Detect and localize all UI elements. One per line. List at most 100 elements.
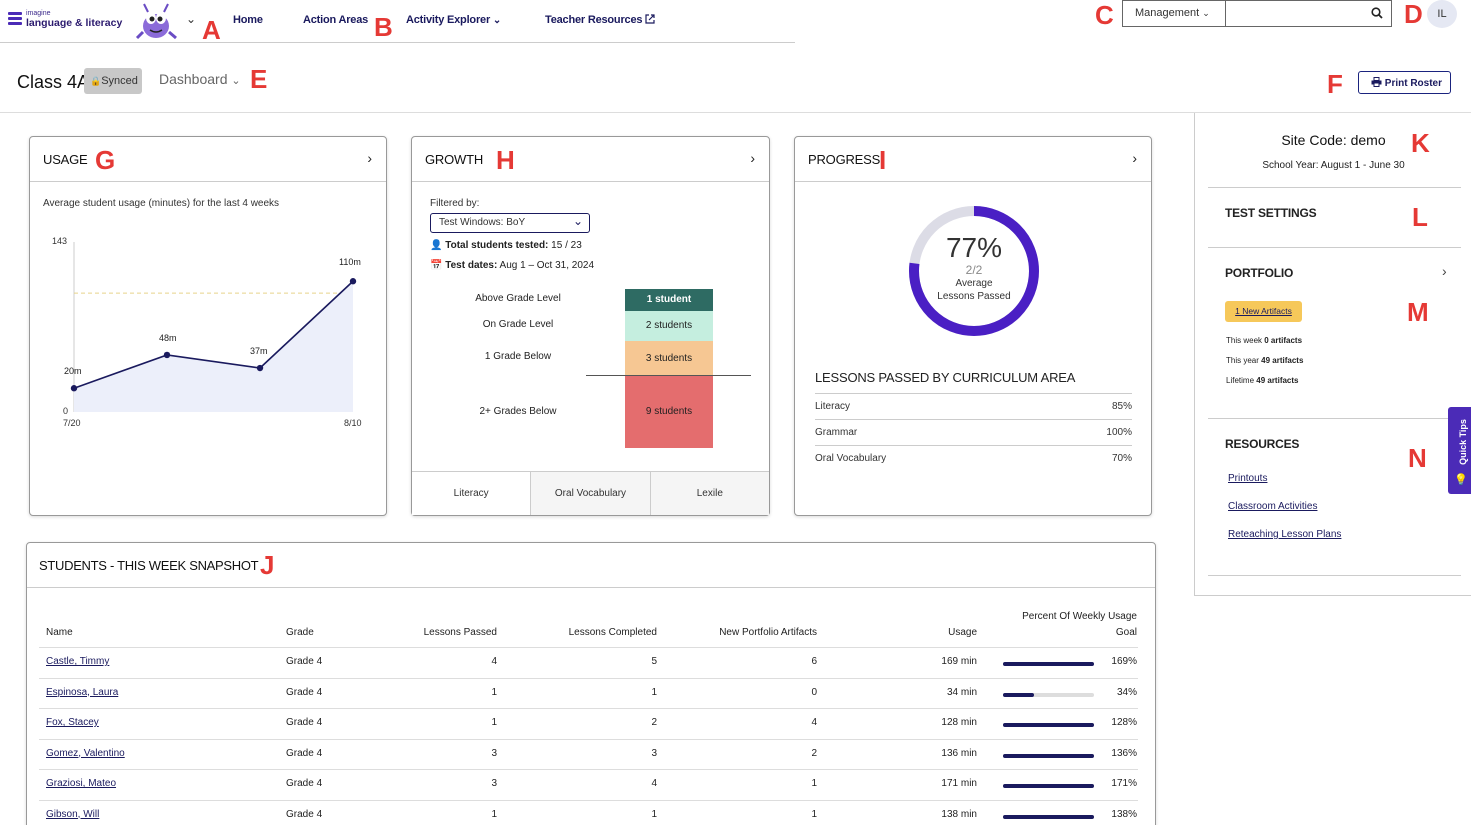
usage-point[interactable] <box>349 278 357 285</box>
grade-cell: Grade 4 <box>286 717 323 728</box>
mascot-icon <box>135 3 177 40</box>
nav-activity-explorer[interactable]: Activity Explorer ⌄ <box>406 14 501 26</box>
annotation-marker-b: B <box>374 12 393 42</box>
y-min-label: 0 <box>63 406 69 416</box>
new-artifacts-cell: 1 <box>811 808 817 820</box>
classroom-activities-link[interactable]: Classroom Activities <box>1228 501 1318 512</box>
print-roster-button[interactable]: Print Roster <box>1358 71 1451 94</box>
student-name-link[interactable]: Gomez, Valentino <box>46 747 125 759</box>
lessons-passed-cell: 1 <box>491 717 497 728</box>
calendar-icon: 📅 <box>430 260 443 271</box>
usage-goal-bar-fill <box>1003 753 1094 758</box>
logo-icon <box>8 12 22 26</box>
chevron-down-icon[interactable]: ⌄ <box>186 12 197 26</box>
student-name-link[interactable]: Graziosi, Mateo <box>46 778 117 789</box>
tab-oral-vocabulary[interactable]: Oral Vocabulary <box>530 472 650 515</box>
search-box[interactable] <box>1226 0 1392 27</box>
grade-level-bar[interactable]: 1 student <box>625 289 713 311</box>
view-dropdown[interactable]: Dashboard ⌄ <box>159 71 241 87</box>
external-link-icon <box>645 14 655 24</box>
usage-point[interactable] <box>256 364 264 372</box>
school-year: School Year: August 1 - June 30 <box>1262 160 1405 171</box>
chevron-down-icon: ⌄ <box>1202 8 1210 18</box>
annotation-marker-e: E <box>250 64 268 94</box>
nav-teacher-resources[interactable]: Teacher Resources <box>545 14 655 26</box>
lifetime-artifacts: Lifetime 49 artifacts <box>1226 376 1299 385</box>
annotation-marker-l: L <box>1412 202 1428 232</box>
annotation-marker-a: A <box>202 15 221 45</box>
reteaching-lesson-plans-link[interactable]: Reteaching Lesson Plans <box>1228 529 1342 540</box>
new-artifacts-cell: 2 <box>811 747 817 759</box>
printer-icon <box>1371 77 1382 87</box>
usage-point[interactable] <box>70 385 78 392</box>
test-window-select[interactable]: Test Windows: BoY ⌄ <box>430 213 590 233</box>
quick-tips-label: Quick Tips <box>1457 419 1468 465</box>
search-icon[interactable] <box>1371 7 1383 19</box>
student-name-link[interactable]: Gibson, Will <box>46 808 100 820</box>
usage-cell: 171 min <box>941 778 977 789</box>
student-name-link[interactable]: Castle, Timmy <box>46 656 110 667</box>
nav-action-areas[interactable]: Action Areas <box>303 14 369 26</box>
curriculum-value: 100% <box>1106 427 1132 438</box>
divider <box>1208 575 1461 576</box>
students-card: STUDENTS - THIS WEEK SNAPSHOT Name Grade… <box>26 542 1156 825</box>
progress-ring <box>909 206 1039 336</box>
print-roster-label: Print Roster <box>1384 78 1443 89</box>
grade-level-bar[interactable]: 2 students <box>625 311 713 341</box>
tab-literacy[interactable]: Literacy <box>412 472 531 515</box>
nav-home[interactable]: Home <box>233 14 263 26</box>
chevron-right-icon[interactable]: › <box>367 150 372 166</box>
usage-description: Average student usage (minutes) for the … <box>43 198 280 209</box>
student-name-link[interactable]: Fox, Stacey <box>46 717 99 728</box>
total-tested-value: 15 / 23 <box>551 240 582 251</box>
col-grade: Grade <box>286 627 314 638</box>
tab-lexile[interactable]: Lexile <box>649 472 769 515</box>
chevron-down-icon: ⌄ <box>572 214 583 228</box>
grade-level-bar[interactable]: 3 students <box>625 341 713 376</box>
divider <box>1208 187 1461 188</box>
lessons-passed-cell: 1 <box>491 686 497 698</box>
student-name-link[interactable]: Espinosa, Laura <box>46 686 119 698</box>
chevron-right-icon[interactable]: › <box>1442 263 1447 279</box>
col-usage-goal-2: Goal <box>1115 627 1137 638</box>
chevron-right-icon[interactable]: › <box>750 150 755 166</box>
table-row: Espinosa, Laura Grade 4 1 1 0 34 min 34% <box>39 677 1138 708</box>
col-lessons-passed: Lessons Passed <box>423 627 497 638</box>
divider <box>1208 418 1461 419</box>
usage-cell: 138 min <box>941 808 977 820</box>
usage-goal-bar <box>1003 814 1094 819</box>
avatar[interactable]: IL <box>1427 0 1457 28</box>
test-settings-link[interactable]: TEST SETTINGS <box>1225 206 1317 220</box>
test-window-value: Test Windows: BoY <box>439 217 526 228</box>
annotation-marker-m: M <box>1407 297 1429 327</box>
lessons-passed-cell: 3 <box>491 778 497 789</box>
new-artifacts-cell: 6 <box>811 656 817 667</box>
col-name: Name <box>46 627 73 638</box>
usage-area <box>74 281 353 412</box>
col-usage-goal-1: Percent Of Weekly Usage <box>1022 611 1137 622</box>
user-icon: 👤 <box>430 240 443 251</box>
new-artifacts-badge[interactable]: 1 New Artifacts <box>1225 301 1302 322</box>
usage-title: USAGE <box>43 152 88 167</box>
y-max-label: 143 <box>52 236 68 246</box>
management-dropdown[interactable]: Management ⌄ <box>1122 0 1226 27</box>
printouts-link[interactable]: Printouts <box>1228 473 1268 484</box>
annotation-marker-i: I <box>879 145 887 175</box>
usage-goal-bar <box>1003 692 1094 697</box>
x-start-label: 7/20 <box>63 418 81 428</box>
lifetime-value: 49 artifacts <box>1256 376 1299 385</box>
usage-point[interactable] <box>163 351 171 359</box>
logo-text[interactable]: language & literacy <box>26 17 123 29</box>
divider <box>795 181 1151 182</box>
chevron-right-icon[interactable]: › <box>1132 150 1137 166</box>
divider <box>30 181 386 182</box>
students-title: STUDENTS - THIS WEEK SNAPSHOT <box>39 558 259 573</box>
divider <box>27 587 1155 588</box>
progress-caption-1: Average <box>955 278 993 289</box>
usage-goal-percent: 34% <box>1116 686 1137 698</box>
quick-tips-tab[interactable]: Quick Tips 💡 <box>1448 407 1471 494</box>
portfolio-title: PORTFOLIO <box>1225 266 1294 280</box>
grade-level-bar[interactable]: 9 students <box>625 376 713 448</box>
test-dates-label: Test dates: <box>445 260 498 271</box>
this-week-label: This week <box>1226 336 1263 345</box>
